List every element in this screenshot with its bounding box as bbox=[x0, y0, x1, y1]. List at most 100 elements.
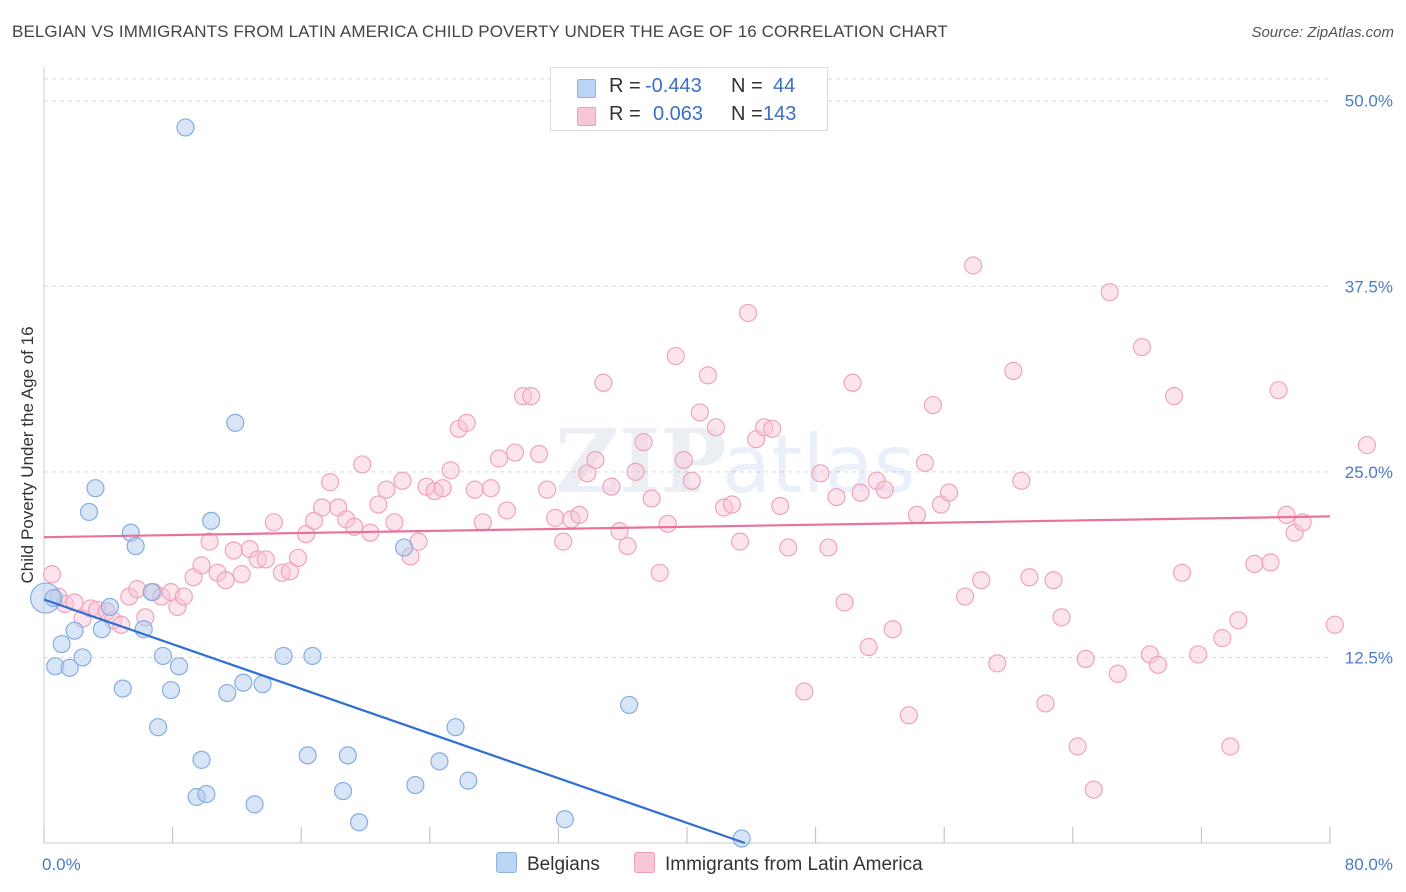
latin-point bbox=[618, 536, 637, 556]
latin-point bbox=[1052, 608, 1071, 627]
latin-point bbox=[835, 593, 854, 612]
latin-point bbox=[369, 495, 388, 514]
latin-point bbox=[353, 455, 372, 474]
trend-lines bbox=[43, 515, 1331, 845]
belgian-point bbox=[92, 620, 111, 639]
legend-n-value: 44 bbox=[773, 75, 796, 97]
latin-point bbox=[433, 479, 452, 498]
latin-point bbox=[168, 597, 187, 617]
y-tick-label: 37.5% bbox=[1345, 277, 1393, 296]
latin-point bbox=[843, 373, 862, 392]
bottom-legend-latin: Immigrants from Latin America bbox=[634, 852, 923, 876]
bottom-legend-label: Belgians bbox=[527, 854, 600, 875]
legend-row-belgians: R = -0.443 N = 44 bbox=[551, 73, 827, 101]
latin-point bbox=[1132, 338, 1152, 357]
belgian-point bbox=[732, 829, 751, 848]
belgian-point bbox=[52, 634, 71, 654]
legend-n-label: N = bbox=[731, 103, 763, 125]
latin-point bbox=[771, 496, 790, 516]
belgian-point bbox=[226, 413, 245, 432]
latin-point bbox=[554, 532, 573, 551]
legend-r-label: R = bbox=[609, 75, 641, 97]
latin-point bbox=[859, 637, 878, 657]
latin-point bbox=[915, 453, 935, 473]
latin-point bbox=[811, 464, 830, 483]
latin-point bbox=[658, 514, 677, 533]
belgian-point bbox=[234, 673, 253, 692]
latin-point bbox=[1076, 649, 1095, 669]
latin-point bbox=[489, 449, 509, 468]
latin-point bbox=[819, 538, 838, 557]
latin-point bbox=[738, 303, 758, 323]
belgian-point bbox=[202, 511, 221, 530]
legend-n-value: 143 bbox=[763, 103, 797, 125]
latin-point bbox=[497, 501, 517, 520]
latin-point bbox=[674, 450, 693, 470]
latin-point bbox=[634, 433, 653, 452]
latin-point bbox=[1173, 563, 1192, 582]
latin-point bbox=[473, 513, 492, 532]
belgian-point bbox=[349, 813, 369, 832]
latin-point bbox=[650, 563, 669, 582]
latin-point bbox=[1100, 283, 1119, 302]
latin-point bbox=[1189, 645, 1208, 664]
belgian-point bbox=[86, 479, 105, 498]
latin-point bbox=[1221, 737, 1240, 756]
latin-point bbox=[377, 480, 396, 499]
latin-point bbox=[698, 366, 717, 385]
latin-point bbox=[192, 556, 211, 575]
latin-point bbox=[393, 471, 412, 490]
latin-point bbox=[586, 450, 605, 470]
latin-point bbox=[216, 571, 235, 590]
belgian-point bbox=[149, 718, 168, 737]
latin-point bbox=[546, 508, 565, 527]
y-tick-label: 12.5% bbox=[1345, 648, 1393, 667]
latin-point bbox=[594, 373, 613, 392]
belgian-point bbox=[153, 646, 173, 666]
belgian-point bbox=[555, 810, 574, 829]
latin-point bbox=[1277, 505, 1296, 525]
latin-point bbox=[1108, 664, 1127, 683]
latin-point bbox=[1293, 513, 1312, 532]
latin-point bbox=[505, 443, 525, 462]
latin-point bbox=[321, 473, 340, 492]
latin-point bbox=[1269, 381, 1288, 400]
latin-point bbox=[538, 480, 557, 499]
y-tick-label: 50.0% bbox=[1345, 92, 1393, 111]
belgian-point bbox=[142, 582, 161, 602]
latin-point bbox=[256, 550, 275, 569]
latin-point bbox=[304, 511, 324, 530]
belgian-point bbox=[161, 680, 181, 700]
latin-point bbox=[907, 505, 926, 525]
latin-point bbox=[642, 489, 661, 508]
latin-point bbox=[578, 464, 597, 483]
latin-point bbox=[1245, 554, 1264, 573]
latin-point bbox=[481, 479, 500, 498]
latin-america-points bbox=[42, 256, 1377, 799]
belgian-point bbox=[459, 771, 478, 790]
latin-point bbox=[1164, 387, 1184, 406]
chart-title: BELGIAN VS IMMIGRANTS FROM LATIN AMERICA… bbox=[12, 22, 948, 41]
bottom-swatch-belgians bbox=[496, 852, 517, 873]
latin-point bbox=[1148, 655, 1168, 674]
latin-point bbox=[779, 538, 798, 557]
latin-point bbox=[666, 346, 685, 366]
latin-point bbox=[602, 477, 621, 496]
bottom-legend-label: Immigrants from Latin America bbox=[665, 854, 923, 875]
latin-point bbox=[722, 495, 742, 514]
latin-point bbox=[1213, 629, 1232, 648]
latin-point bbox=[1020, 568, 1039, 587]
belgian-point bbox=[192, 750, 211, 769]
latin-point bbox=[264, 513, 283, 532]
tick-labels: 12.5% 25.0% 37.5% 50.0% 0.0% 80.0% bbox=[42, 92, 1393, 874]
latin-point bbox=[923, 395, 943, 415]
belgian-point bbox=[406, 775, 425, 795]
legend-swatch-belgians bbox=[577, 79, 596, 98]
legend-r-value: -0.443 bbox=[645, 75, 702, 97]
belgian-point bbox=[126, 536, 145, 556]
belgian-trend-line bbox=[43, 598, 746, 845]
latin-point bbox=[1325, 615, 1344, 634]
belgian-point bbox=[73, 648, 92, 667]
belgian-point bbox=[79, 502, 99, 522]
latin-point bbox=[224, 541, 243, 560]
